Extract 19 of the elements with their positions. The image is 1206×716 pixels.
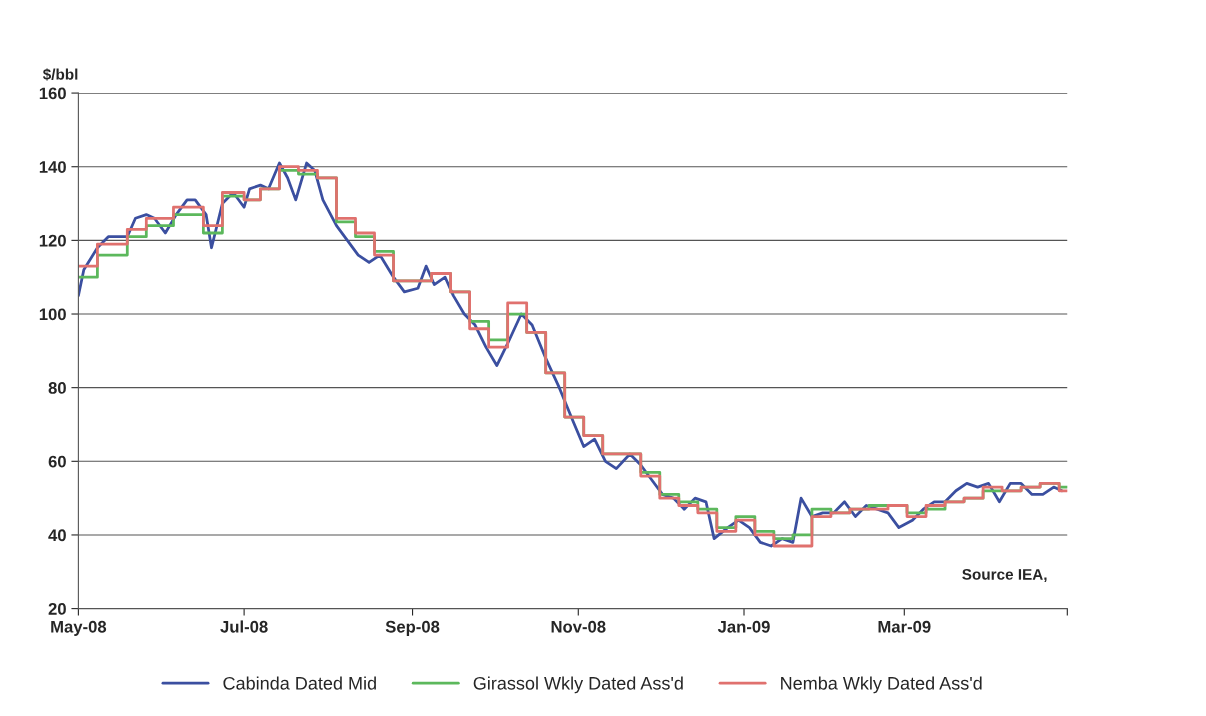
legend-label: Nemba Wkly Dated Ass'd bbox=[781, 676, 982, 694]
legend-label: Cabinda Dated Mid bbox=[223, 676, 376, 690]
x-tick-label: Jul-08 bbox=[220, 620, 268, 633]
y-tick-label: 120 bbox=[39, 234, 66, 247]
x-tick-label: Mar-09 bbox=[878, 620, 931, 633]
y-tick-label: 140 bbox=[39, 161, 66, 173]
y-tick-label: 100 bbox=[39, 308, 66, 321]
y-tick-label: 60 bbox=[48, 455, 66, 468]
x-tick-label: Nov-08 bbox=[551, 620, 606, 633]
y-tick-label: 160 bbox=[39, 87, 66, 100]
y-tick-label: 20 bbox=[48, 603, 66, 615]
y-tick-label: 40 bbox=[48, 529, 66, 542]
y-axis-title: $/bbl bbox=[42, 68, 78, 81]
y-tick-label: 80 bbox=[48, 382, 66, 394]
x-tick-label: Sep-08 bbox=[385, 620, 440, 636]
annotation: Source IEA, bbox=[962, 568, 1047, 583]
legend-label: Girassol Wkly Dated Ass'd bbox=[473, 676, 683, 694]
x-tick-label: May-08 bbox=[51, 620, 107, 636]
x-tick-label: Jan-09 bbox=[717, 620, 770, 633]
